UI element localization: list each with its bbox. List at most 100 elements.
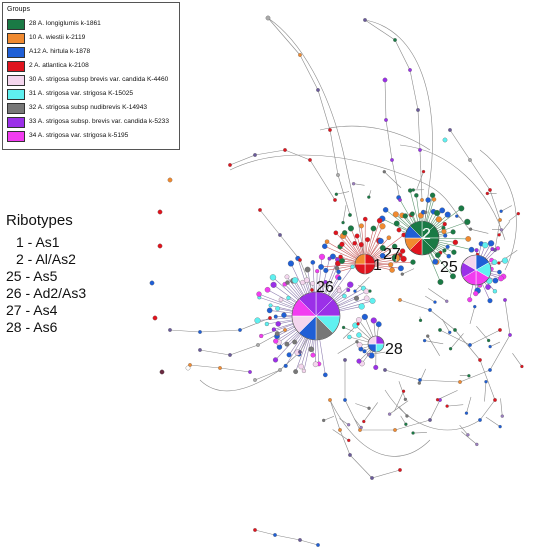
network-edge [371,469,401,479]
network-node [520,364,524,369]
network-edge [391,159,401,201]
network-edge [479,359,496,401]
network-nodes [149,15,524,547]
network-node [414,193,419,198]
network-node [367,406,371,410]
hub-label-25: 25 [440,259,458,276]
network-node [369,297,376,304]
network-edge [409,69,419,111]
network-edge [476,325,489,341]
network-node [273,314,278,319]
network-node [420,198,424,202]
network-node [432,258,439,265]
network-node [293,369,299,375]
network-edge [413,432,427,434]
legend-title: Groups [7,6,30,13]
network-edge [339,418,349,425]
network-node [228,163,232,167]
network-node [253,378,257,382]
network-node [258,208,262,212]
network-edge [349,454,373,479]
network-edge [466,396,472,414]
ribotype-entry: 26 - Ad2/As3 [6,285,87,301]
hub-label-26: 26 [316,279,334,296]
network-node [264,287,271,293]
legend-item: 2 A. atlantica k-2108 [7,60,179,73]
network-edge [389,400,409,415]
network-edge [485,416,501,427]
network-node [497,233,501,237]
network-node [393,220,400,227]
network-edge [355,403,370,409]
hub-label-28: 28 [385,341,403,358]
network-node [355,340,359,344]
network-node [410,259,416,265]
network-edge [384,171,402,188]
network-edge [229,154,471,231]
network-node [152,315,158,321]
legend-swatch [7,75,25,86]
network-edge [319,125,431,151]
network-edge [336,191,350,195]
network-node [452,239,459,246]
network-node [323,280,328,285]
network-node [435,216,442,223]
network-node [310,352,316,358]
legend-label: 10 A. wiestii k-2119 [29,34,86,41]
network-node [274,331,280,336]
network-node [287,260,294,267]
network-node [264,321,269,327]
network-node [382,170,386,174]
network-node [157,209,163,215]
hub-1 [354,253,376,275]
network-node [342,230,348,236]
legend-swatch [7,33,25,44]
network-node [330,253,336,260]
legend-item: 34 A. strigosa var. strigosa k-5195 [7,130,179,143]
legend-item: 33 A. strigosa subsp. brevis var. candid… [7,116,179,129]
network-node [323,267,329,273]
network-node [375,321,382,328]
network-edge [329,399,431,457]
network-node [254,317,261,324]
network-node [388,262,394,268]
hub-label-2: 2 [422,226,431,243]
network-node [467,374,471,378]
network-node [368,289,372,293]
network-node [310,288,314,292]
network-node [492,277,499,284]
hub-28 [367,335,385,353]
network-node [428,308,432,312]
network-node [488,188,492,192]
network-node [392,211,399,218]
network-node [464,218,471,225]
network-node [448,347,453,351]
network-node [268,316,272,320]
network-node [363,295,370,302]
network-node [487,240,495,247]
network-node [497,269,502,275]
network-node [401,389,406,393]
network-node [358,223,364,229]
network-node [346,288,351,292]
network-node [284,341,290,347]
network-node [421,169,426,174]
network-node [370,476,374,480]
network-node [499,228,504,232]
network-node [497,261,501,265]
network-edge [449,129,471,161]
network-node [492,289,498,294]
network-node [333,198,337,202]
legend-label: 28 A. longiglumis k-1861 [29,20,101,27]
network-node [379,223,386,230]
network-node [448,330,452,335]
network-node [408,68,412,72]
network-node [304,277,310,283]
network-node [348,453,352,457]
network-node [351,182,356,186]
network-node [500,414,504,418]
network-edge [437,390,458,400]
network-node [450,273,456,280]
network-node [286,352,292,358]
network-edge [309,159,336,201]
